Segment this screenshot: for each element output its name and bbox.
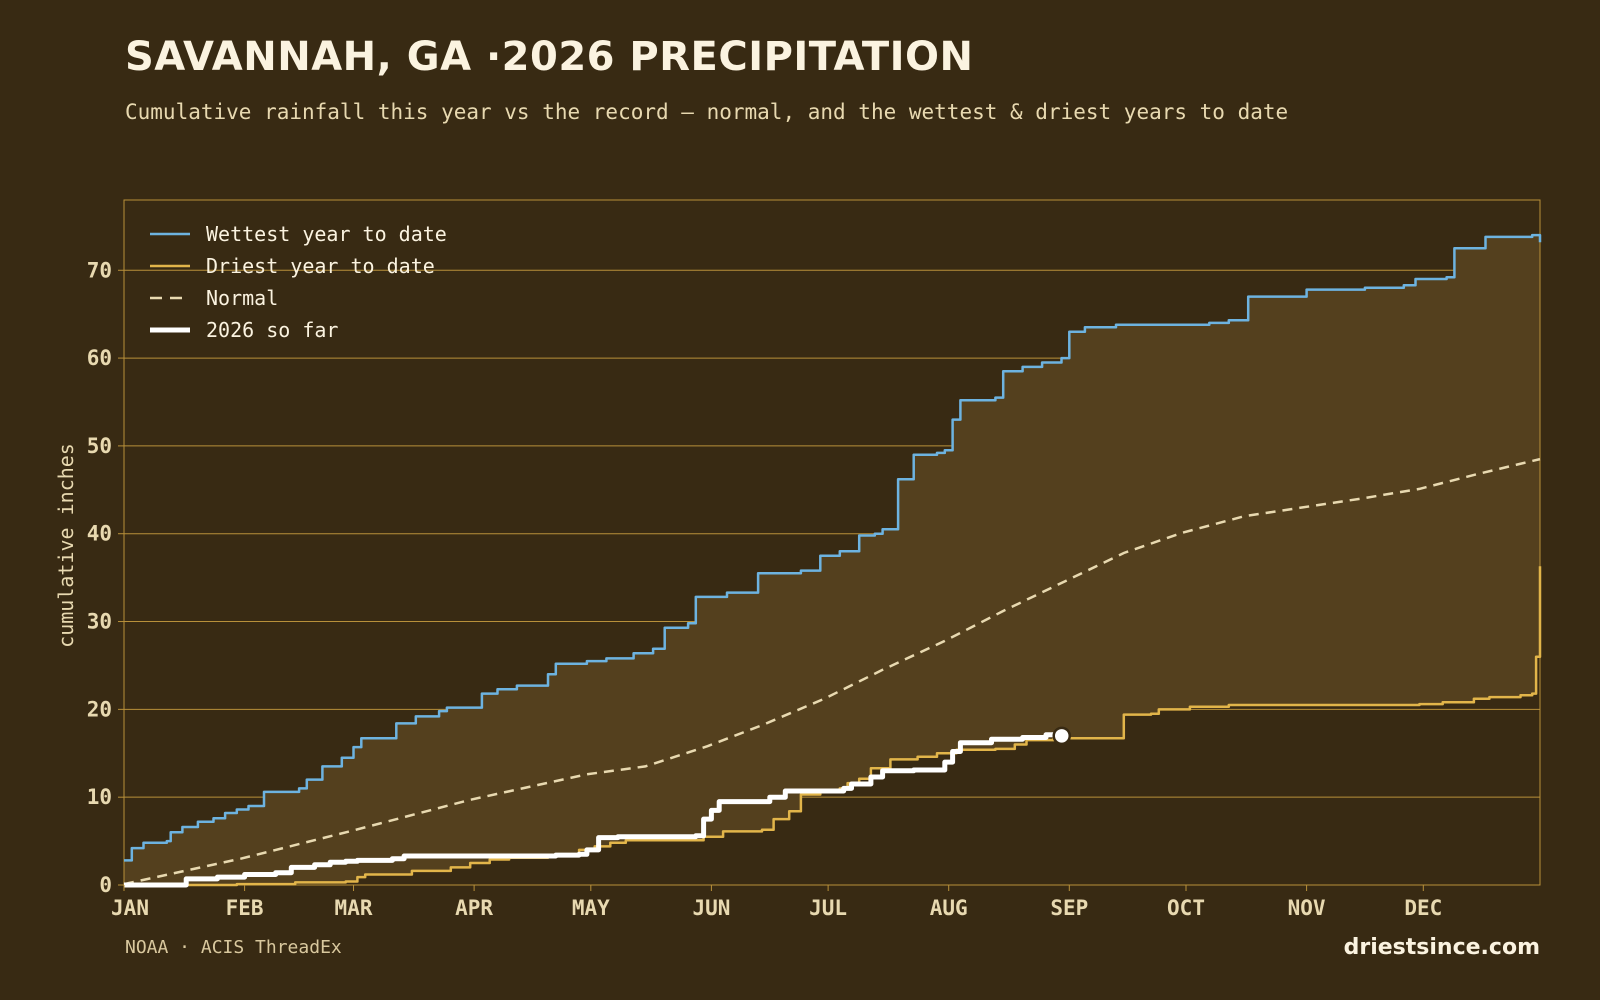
y-tick-label: 0 [99,873,112,897]
y-axis-ticks: 0 10 20 30 40 50 60 70 [87,258,124,897]
x-tick-label: OCT [1167,896,1205,920]
page-subtitle: Cumulative rainfall this year vs the rec… [125,100,1289,124]
plot-frame [123,199,1541,886]
y-tick-label: 20 [87,697,112,721]
brand-link[interactable]: driestsince.com [1343,935,1540,960]
y-tick-label: 70 [87,258,112,282]
x-tick-label: NOV [1288,896,1326,920]
x-tick-label: JUN [692,896,730,920]
x-tick-label: DEC [1404,896,1442,920]
legend-item-wettest: Wettest year to date [150,222,447,246]
current-value-marker[interactable] [1052,726,1071,746]
legend-item-driest: Driest year to date [150,254,435,278]
legend-label: Driest year to date [206,254,435,278]
y-tick-label: 30 [87,610,112,634]
series-2026-line [124,732,1054,888]
y-tick-label: 40 [87,522,112,546]
page-title: SAVANNAH, GA ·2026 PRECIPITATION [125,34,974,80]
x-tick-label: APR [455,896,493,920]
y-axis-label: cumulative inches [54,443,78,648]
series-driest-line [124,566,1542,887]
x-axis-ticks: JAN FEB MAR APR MAY JUN JUL AUG SEP OCT NOV DEC [111,885,1442,920]
series-normal-line [123,457,1541,886]
legend-label: 2026 so far [206,318,338,342]
legend-label: Normal [206,286,278,310]
x-tick-label: SEP [1050,896,1088,920]
x-tick-label: JAN [111,896,149,920]
x-tick-label: FEB [226,896,264,920]
y-tick-label: 60 [87,346,112,370]
legend-item-2026: 2026 so far [150,318,338,342]
legend-label: Wettest year to date [206,222,447,246]
x-tick-label: MAR [335,896,373,920]
x-tick-label: JUL [809,896,847,920]
series-wettest-line [124,233,1542,862]
x-tick-label: MAY [572,896,610,920]
data-source: NOAA · ACIS ThreadEx [125,937,342,958]
y-tick-label: 10 [87,785,112,809]
legend: Wettest year to date Driest year to date N… [150,222,447,342]
x-tick-label: AUG [930,896,968,920]
series-lines [123,233,1542,888]
wettest-driest-band [124,235,1540,886]
y-tick-label: 50 [87,434,112,458]
legend-item-normal: Normal [150,286,278,310]
